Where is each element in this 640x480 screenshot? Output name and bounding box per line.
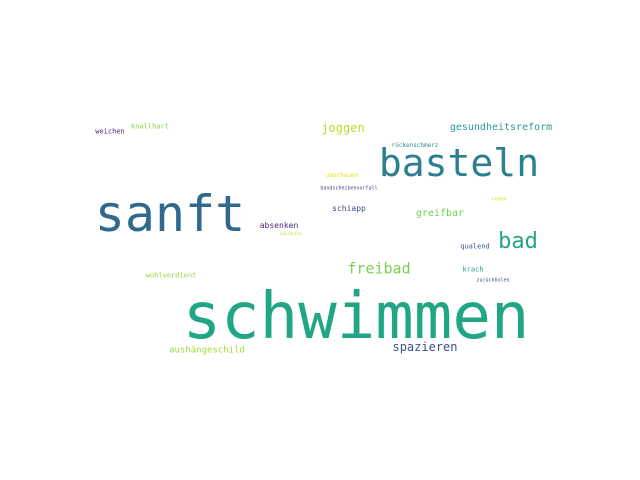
word-aushaengeschild: aushängeschild	[169, 345, 245, 356]
word-qualend: qualend	[460, 242, 490, 251]
word-basteln: basteln	[378, 141, 540, 185]
word-bandscheibenvorfall: bandscheibenvorfall	[320, 185, 378, 192]
word-schiapp: schiapp	[332, 204, 366, 213]
word-zurueckholen: zurückholen	[476, 277, 510, 284]
word-freibad: freibad	[347, 259, 411, 278]
word-joggen: joggen	[321, 121, 365, 135]
word-ruhen: ruhen	[491, 196, 507, 203]
word-krach: krach	[462, 265, 484, 274]
word-bad: bad	[498, 229, 538, 254]
word-umschauen: umschauen	[325, 172, 359, 179]
word-weichen: weichen	[95, 127, 125, 136]
word-wohlverdient: wohlverdient	[145, 271, 197, 280]
word-greifbar: greifbar	[415, 208, 465, 219]
word-schwimmen: schwimmen	[182, 280, 530, 354]
word-sanft: sanft	[94, 185, 246, 243]
word-absenken: absenken	[259, 221, 299, 230]
word-rueckenschmerz: rückenschmerz	[391, 142, 439, 149]
word-gesundheitsreform: gesundheitsreform	[449, 122, 553, 133]
word-auslaufen: auslaufen	[280, 231, 302, 236]
word-spazieren: spazieren	[392, 340, 458, 354]
word-knallhart: knallhart	[131, 122, 169, 131]
